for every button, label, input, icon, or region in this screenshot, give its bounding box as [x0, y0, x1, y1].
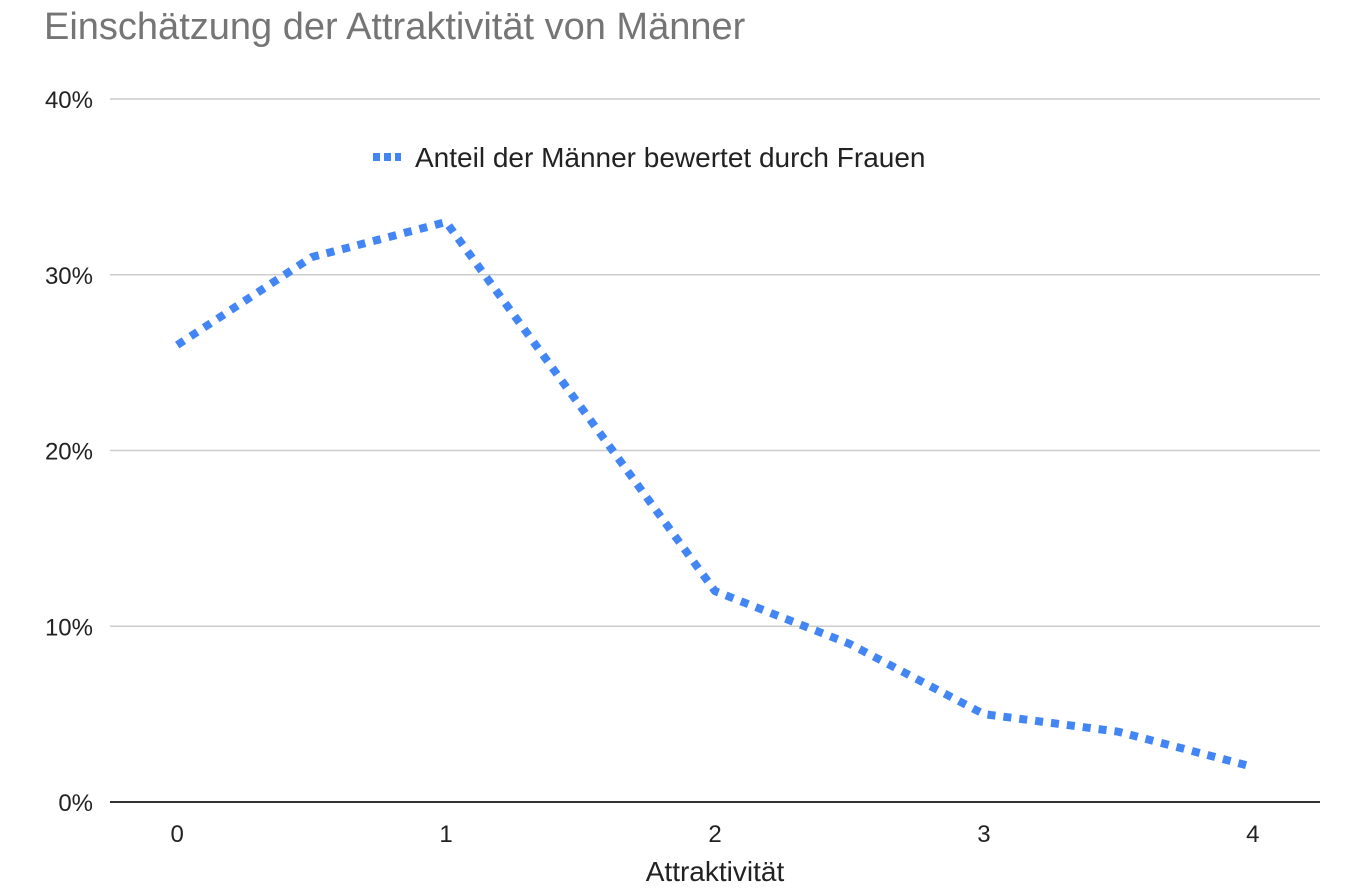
data-point: [446, 222, 447, 223]
y-tick-label: 10%: [45, 614, 93, 641]
x-axis-tick-labels: 0 1 2 3 4: [171, 821, 1260, 848]
data-point: [849, 643, 850, 644]
data-point: [1252, 766, 1253, 767]
legend-label: Anteil der Männer bewertet durch Frauen: [415, 142, 926, 173]
x-axis-title: Attraktivität: [646, 856, 785, 887]
gridlines: [110, 98, 1320, 627]
series-lines: [175, 218, 1254, 771]
y-tick-label: 0%: [58, 790, 93, 817]
legend: Anteil der Männer bewertet durch Frauen: [373, 142, 926, 173]
x-tick-label: 3: [977, 821, 990, 848]
chart-title: Einschätzung der Attraktivität von Männe…: [44, 6, 746, 48]
y-axis-tick-labels: 0% 10% 20% 30% 40%: [45, 87, 93, 817]
x-tick-label: 4: [1246, 821, 1259, 848]
series-line: [175, 218, 1254, 771]
y-tick-label: 30%: [45, 263, 93, 290]
x-tick-label: 1: [439, 821, 452, 848]
x-tick-label: 0: [171, 821, 184, 848]
x-tick-label: 2: [708, 821, 721, 848]
data-point: [177, 345, 178, 346]
data-point: [983, 714, 984, 715]
data-point: [1118, 731, 1119, 732]
data-point: [311, 257, 312, 258]
y-tick-label: 40%: [45, 87, 93, 114]
data-point: [715, 591, 716, 592]
y-tick-label: 20%: [45, 439, 93, 466]
